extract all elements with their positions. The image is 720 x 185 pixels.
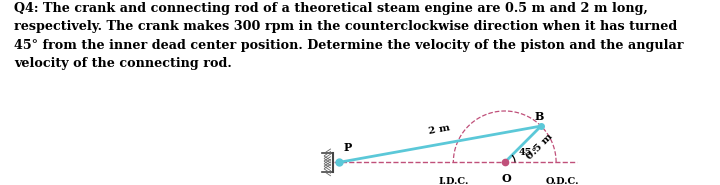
Text: B: B	[534, 111, 544, 122]
Text: 2 m: 2 m	[428, 123, 451, 136]
Text: 0.5 m: 0.5 m	[525, 132, 554, 161]
Text: O.D.C.: O.D.C.	[546, 177, 579, 185]
Text: P: P	[344, 142, 352, 153]
Text: Q4: The crank and connecting rod of a theoretical steam engine are 0.5 m and 2 m: Q4: The crank and connecting rod of a th…	[14, 2, 684, 70]
Text: 45°: 45°	[518, 148, 536, 157]
Text: O: O	[502, 173, 512, 184]
Text: I.D.C.: I.D.C.	[438, 177, 469, 185]
